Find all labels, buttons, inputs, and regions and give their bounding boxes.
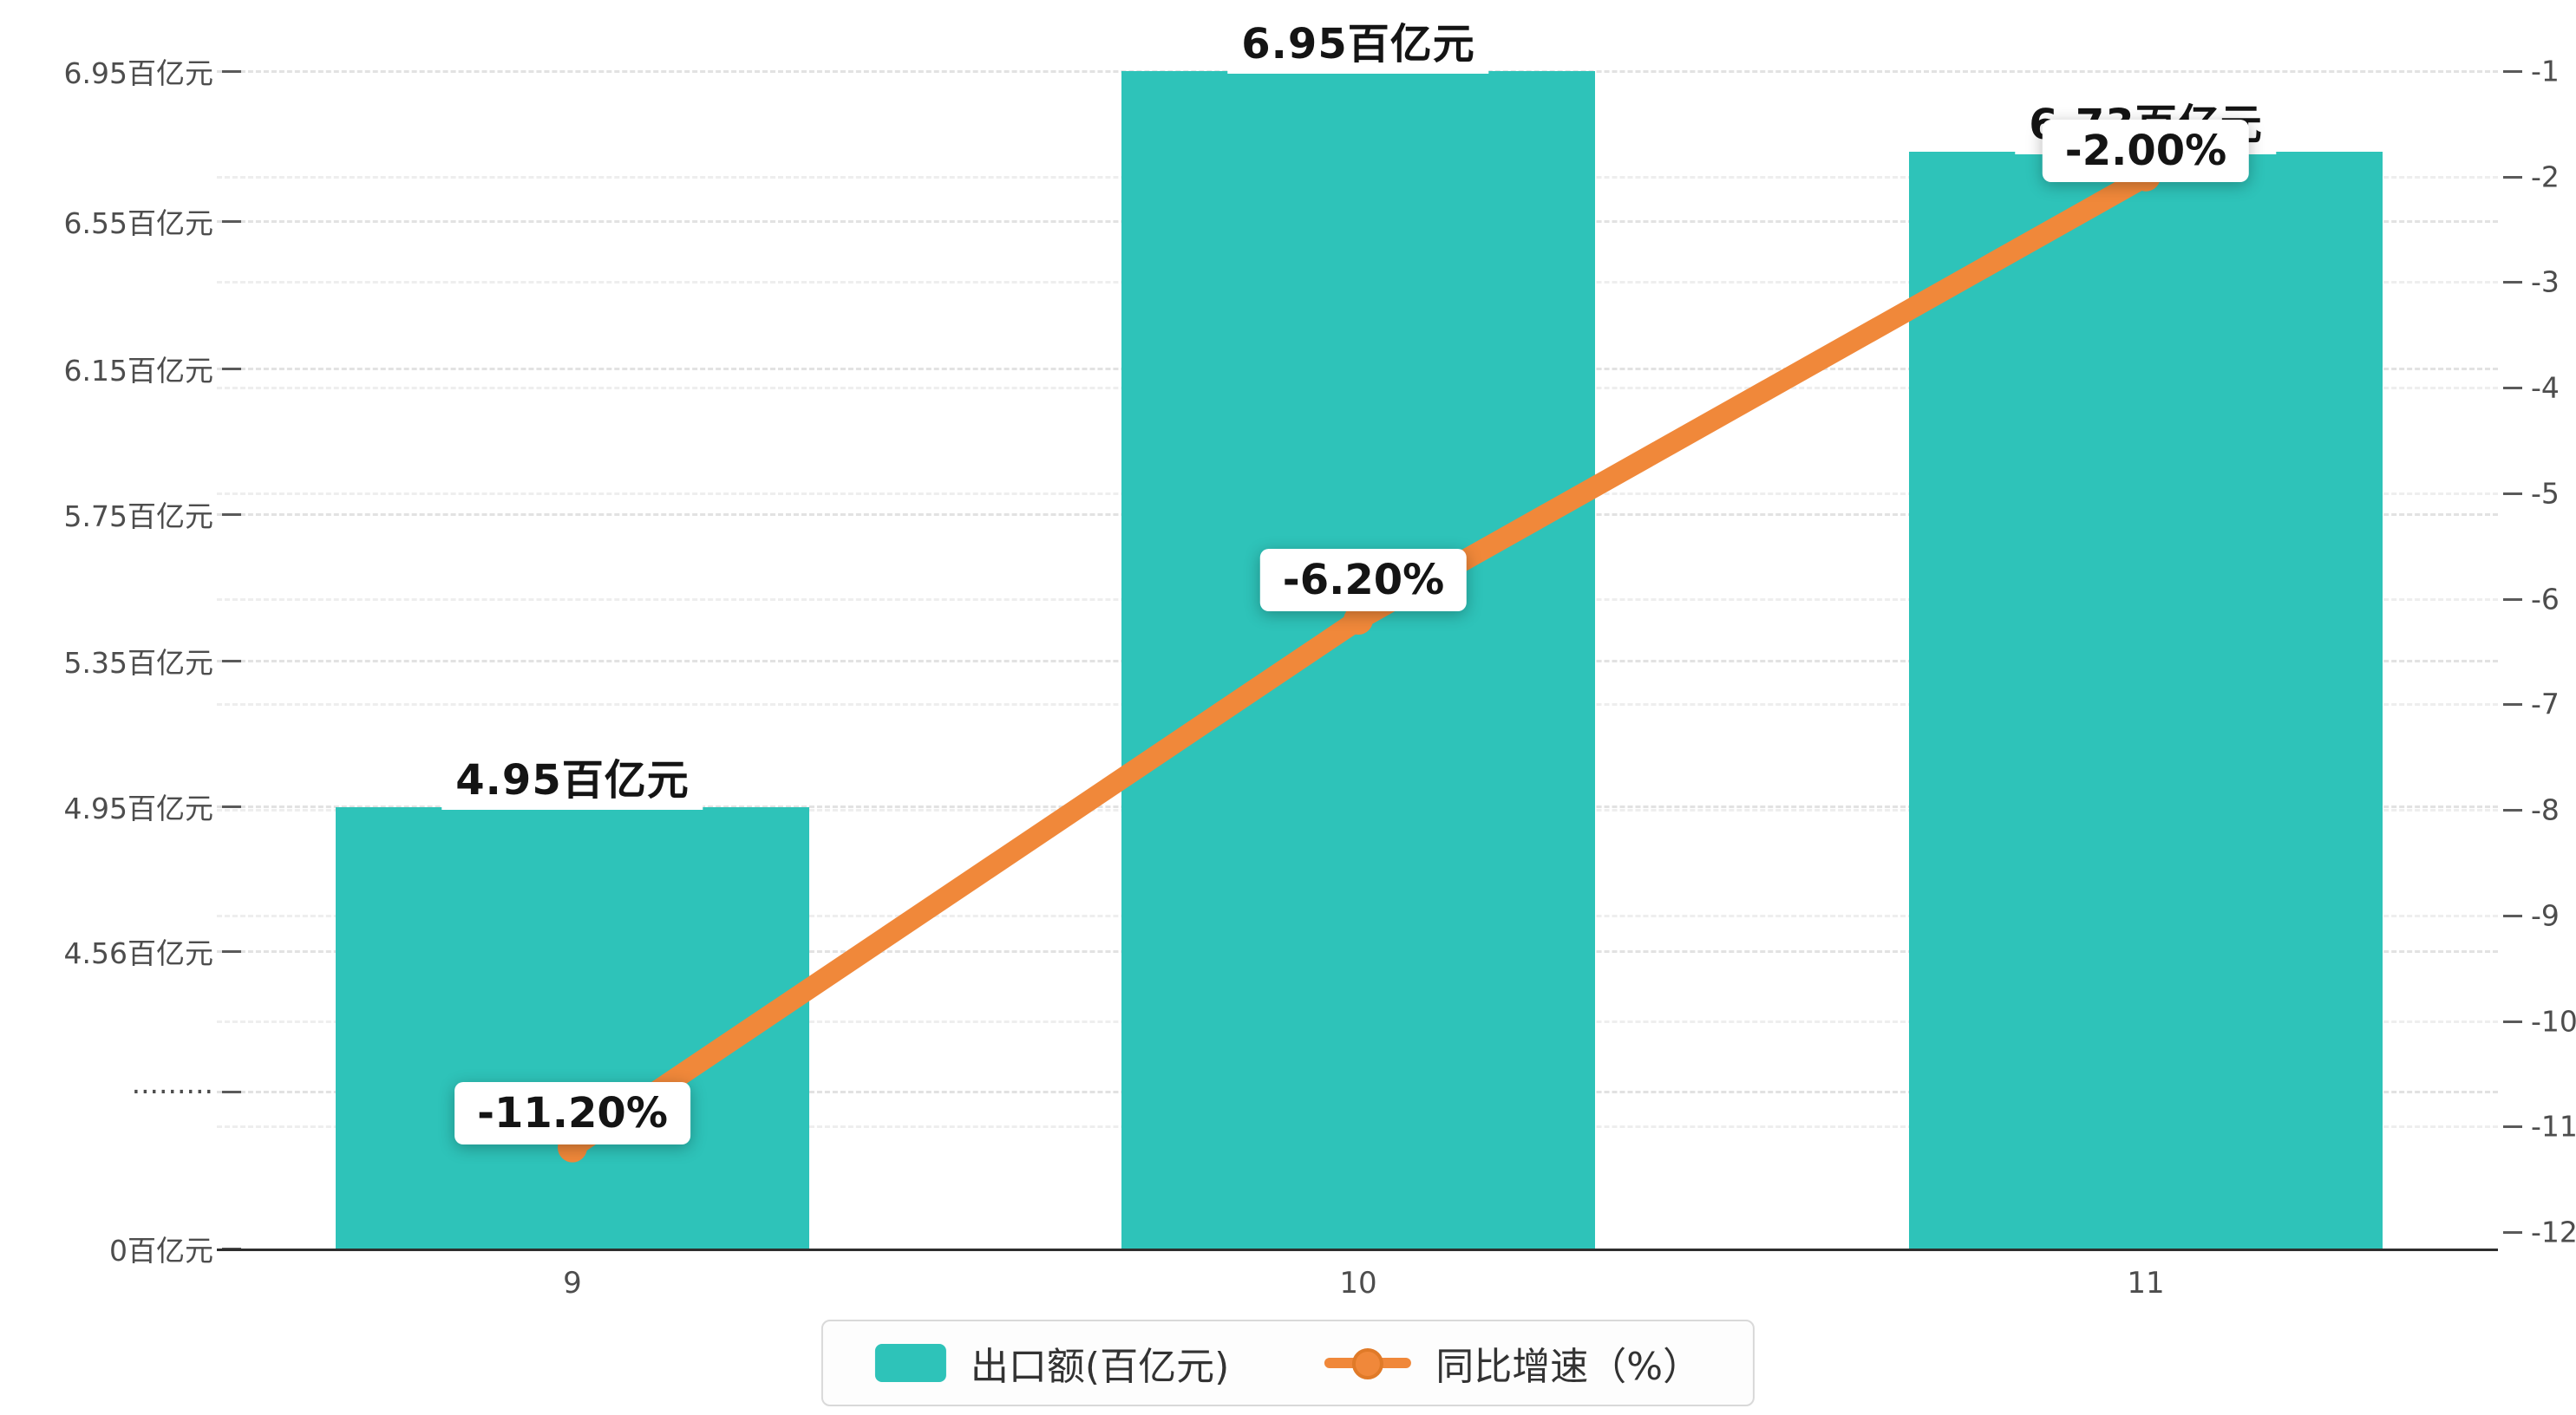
left-axis-tick — [222, 805, 241, 808]
right-axis-tick — [2503, 1231, 2522, 1234]
x-axis-line — [217, 1249, 2498, 1251]
bar-swatch-icon — [874, 1344, 946, 1382]
right-axis-tick-label: -7 — [2531, 687, 2560, 721]
right-axis-tick-label: -12 — [2531, 1215, 2576, 1249]
right-axis-tick-label: -9 — [2531, 898, 2560, 933]
right-axis-tick — [2503, 1020, 2522, 1023]
left-axis-tick-label: 6.95百亿元 — [63, 56, 213, 90]
left-axis-tick — [222, 660, 241, 662]
right-axis-tick — [2503, 914, 2522, 917]
left-axis-tick-label: 6.15百亿元 — [63, 354, 213, 388]
growth-label-month-11: -2.00% — [2042, 119, 2250, 182]
right-axis-tick — [2503, 281, 2522, 284]
left-axis-tick-label: 5.75百亿元 — [63, 499, 213, 533]
left-axis-tick — [222, 1091, 241, 1093]
legend-label-growth: 同比增速（%） — [1435, 1345, 1702, 1389]
left-axis-tick — [222, 513, 241, 516]
growth-label-month-9: -11.20% — [454, 1081, 690, 1144]
x-axis-label-10: 10 — [1339, 1266, 1377, 1301]
right-axis-tick-label: -8 — [2531, 792, 2560, 827]
right-axis-tick — [2503, 492, 2522, 495]
left-axis-tick-label: 6.55百亿元 — [63, 206, 213, 240]
legend: 出口额(百亿元) 同比增速（%） — [821, 1320, 1755, 1406]
left-axis-tick — [222, 70, 241, 73]
right-axis-tick-label: -10 — [2531, 1004, 2576, 1039]
right-axis-tick-label: -11 — [2531, 1109, 2576, 1144]
right-axis-tick-label: -4 — [2531, 370, 2560, 405]
left-axis-tick-label: 5.35百亿元 — [63, 646, 213, 680]
bar-month-11[interactable] — [1909, 152, 2383, 1249]
bar-month-10[interactable] — [1121, 71, 1595, 1249]
x-axis-label-9: 9 — [563, 1266, 582, 1301]
right-axis-tick — [2503, 175, 2522, 179]
line-dot-icon — [1324, 1344, 1412, 1382]
left-axis-tick — [222, 950, 241, 953]
bar-value-label-10: 6.95百亿元 — [1227, 6, 1489, 74]
legend-item-export[interactable]: 出口额(百亿元) — [874, 1335, 1230, 1391]
right-axis-tick — [2503, 703, 2522, 707]
right-axis-tick — [2503, 1125, 2522, 1129]
bar-month-9[interactable] — [336, 807, 809, 1249]
x-axis-label-11: 11 — [2127, 1266, 2165, 1301]
right-axis-tick-label: -6 — [2531, 582, 2560, 616]
right-axis-tick — [2503, 387, 2522, 390]
right-axis-tick — [2503, 597, 2522, 601]
right-axis-tick — [2503, 809, 2522, 812]
legend-label-export: 出口额(百亿元) — [970, 1345, 1230, 1389]
right-axis-tick-label: -3 — [2531, 264, 2560, 299]
growth-label-month-10: -6.20% — [1259, 548, 1468, 611]
right-axis-tick-label: -1 — [2531, 54, 2560, 88]
left-axis-tick — [222, 220, 241, 223]
right-axis-tick — [2503, 70, 2522, 73]
left-axis-tick-label: 4.95百亿元 — [63, 792, 213, 825]
right-axis-tick-label: -2 — [2531, 160, 2560, 194]
left-axis-tick-label: ········· — [131, 1074, 213, 1109]
right-axis-tick-label: -5 — [2531, 476, 2560, 511]
left-axis-tick — [222, 368, 241, 370]
legend-item-growth[interactable]: 同比增速（%） — [1324, 1335, 1701, 1391]
left-axis-tick-label: 0百亿元 — [109, 1234, 213, 1268]
left-axis-tick-label: 4.56百亿元 — [63, 936, 213, 970]
bar-value-label-9: 4.95百亿元 — [441, 742, 703, 811]
